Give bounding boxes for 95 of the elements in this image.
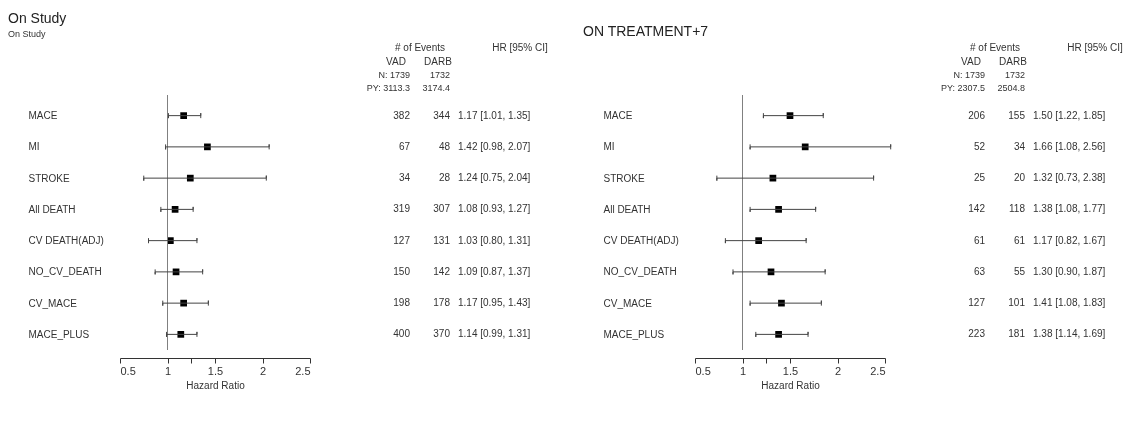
text: 52 — [973, 140, 986, 152]
text: 61 — [973, 234, 986, 246]
text: 198 — [393, 297, 411, 309]
text: 370 — [433, 328, 451, 340]
data-label: 1.08 [0.93, 1.27] — [458, 203, 531, 215]
text: On Study — [8, 29, 47, 39]
text: 127 — [393, 234, 411, 246]
y-tick-label: CV DEATH(ADJ) — [28, 235, 104, 247]
text: N: 1739 — [378, 70, 410, 80]
text: 20 — [1013, 172, 1026, 184]
text: 178 — [433, 297, 451, 309]
data-label: 1.42 [0.98, 2.07] — [458, 140, 531, 152]
y-tick-label: MI — [28, 141, 40, 153]
y-tick-label: MACE_PLUS — [28, 328, 90, 340]
x-tick-label: 1 — [739, 364, 747, 377]
text: VAD — [961, 56, 981, 67]
text: PY: 3113.3 — [366, 83, 410, 93]
y-tick-label: CV DEATH(ADJ) — [603, 235, 679, 247]
text: 142 — [433, 265, 451, 277]
y-tick-label: CV_MACE — [603, 297, 653, 309]
y-tick-label: STROKE — [28, 172, 70, 184]
text: 67 — [398, 140, 411, 152]
text: 34 — [398, 172, 411, 184]
text: 55 — [1013, 265, 1026, 277]
x-tick-label: 0.5 — [120, 364, 136, 377]
text: 319 — [393, 203, 411, 215]
text: 131 — [433, 234, 451, 246]
text: 181 — [1008, 328, 1026, 340]
x-tick-label: 2.5 — [870, 364, 886, 377]
text: 25 — [973, 172, 986, 184]
x-tick-label: 2 — [259, 364, 267, 377]
data-label: 1.17 [0.95, 1.43] — [458, 297, 531, 309]
x-axis-title: Hazard Ratio — [186, 379, 246, 391]
y-tick-label: MACE — [28, 110, 58, 122]
text: DARB — [999, 56, 1028, 67]
text: 1732 — [1004, 70, 1025, 80]
text: 150 — [393, 265, 411, 277]
text: 118 — [1009, 203, 1026, 215]
y-tick-label: All DEATH — [603, 203, 651, 215]
data-label: 1.17 [0.82, 1.67] — [1033, 234, 1106, 246]
text: HR [95% CI] — [492, 42, 548, 53]
x-tick-label: 1 — [164, 364, 172, 377]
text: 400 — [393, 328, 411, 340]
text: 3174.4 — [422, 83, 450, 93]
text: 223 — [968, 328, 986, 340]
y-tick-label: CV_MACE — [28, 297, 78, 309]
text: 155 — [1008, 109, 1026, 121]
x-tick-label: 0.5 — [695, 364, 711, 377]
text: DARB — [424, 56, 453, 67]
data-label: 1.38 [1.14, 1.69] — [1033, 328, 1106, 340]
text: 34 — [1013, 140, 1026, 152]
x-tick-label: 2.5 — [295, 364, 311, 377]
y-tick-label: MACE — [603, 110, 633, 122]
data-label: 1.41 [1.08, 1.83] — [1033, 297, 1106, 309]
text: 61 — [1013, 234, 1026, 246]
text: VAD — [386, 56, 406, 67]
data-label: 1.50 [1.22, 1.85] — [1033, 109, 1106, 121]
text: 2504.8 — [997, 83, 1025, 93]
x-tick-label: 2 — [834, 364, 842, 377]
text: 101 — [1008, 297, 1026, 309]
text: # of Events — [969, 42, 1021, 53]
text: 127 — [968, 297, 986, 309]
text: PY: 2307.5 — [940, 83, 985, 93]
text: 307 — [433, 203, 451, 215]
x-tick-label: 1.5 — [207, 364, 224, 377]
text: # of Events — [394, 42, 446, 53]
data-label: 1.30 [0.90, 1.87] — [1033, 265, 1106, 277]
chart-title: ON TREATMENT+7 — [583, 23, 709, 39]
data-label: 1.17 [1.01, 1.35] — [458, 109, 531, 121]
y-tick-label: NO_CV_DEATH — [603, 266, 677, 278]
y-tick-label: NO_CV_DEATH — [28, 266, 102, 278]
data-label: 1.24 [0.75, 2.04] — [458, 172, 531, 184]
text: 142 — [968, 203, 986, 215]
data-label: 1.14 [0.99, 1.31] — [458, 328, 531, 340]
data-label: 1.66 [1.08, 2.56] — [1033, 140, 1106, 152]
data-label: 1.09 [0.87, 1.37] — [458, 265, 531, 277]
data-label: 1.38 [1.08, 1.77] — [1033, 203, 1106, 215]
chart-title: On Study — [8, 10, 67, 26]
text: HR [95% CI] — [1067, 42, 1123, 53]
text: 206 — [968, 109, 986, 121]
data-label: 1.03 [0.80, 1.31] — [458, 234, 531, 246]
text: 63 — [973, 265, 986, 277]
text: 1732 — [429, 70, 450, 80]
y-tick-label: All DEATH — [28, 203, 76, 215]
y-tick-label: MI — [603, 141, 615, 153]
text: 48 — [438, 140, 451, 152]
data-label: 1.32 [0.73, 2.38] — [1033, 172, 1106, 184]
text: 28 — [438, 172, 451, 184]
x-axis-title: Hazard Ratio — [761, 379, 821, 391]
text: 382 — [393, 109, 411, 121]
y-tick-label: STROKE — [603, 172, 645, 184]
text: 344 — [433, 109, 451, 121]
text: N: 1739 — [953, 70, 985, 80]
y-tick-label: MACE_PLUS — [603, 328, 665, 340]
x-tick-label: 1.5 — [782, 364, 799, 377]
